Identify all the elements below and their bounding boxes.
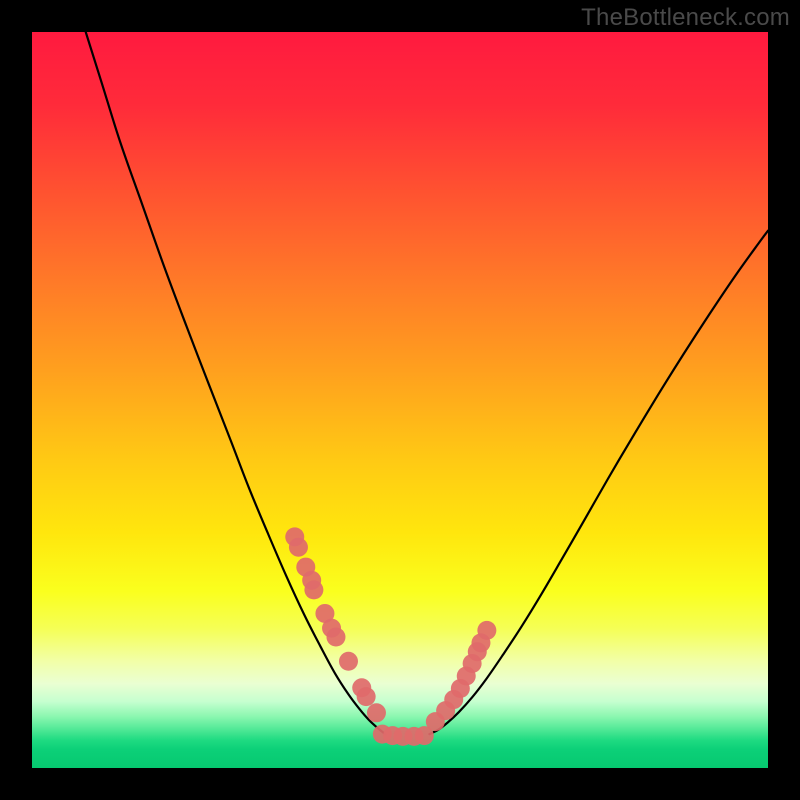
data-point (357, 687, 376, 706)
chart-svg (0, 0, 800, 800)
watermark-label: TheBottleneck.com (581, 4, 790, 32)
data-point (289, 538, 308, 557)
data-point (304, 580, 323, 599)
data-point (367, 703, 386, 722)
data-point (326, 627, 345, 646)
gradient-background (32, 32, 768, 768)
chart-stage: TheBottleneck.com (0, 0, 800, 800)
data-point (426, 712, 445, 731)
data-point (339, 652, 358, 671)
